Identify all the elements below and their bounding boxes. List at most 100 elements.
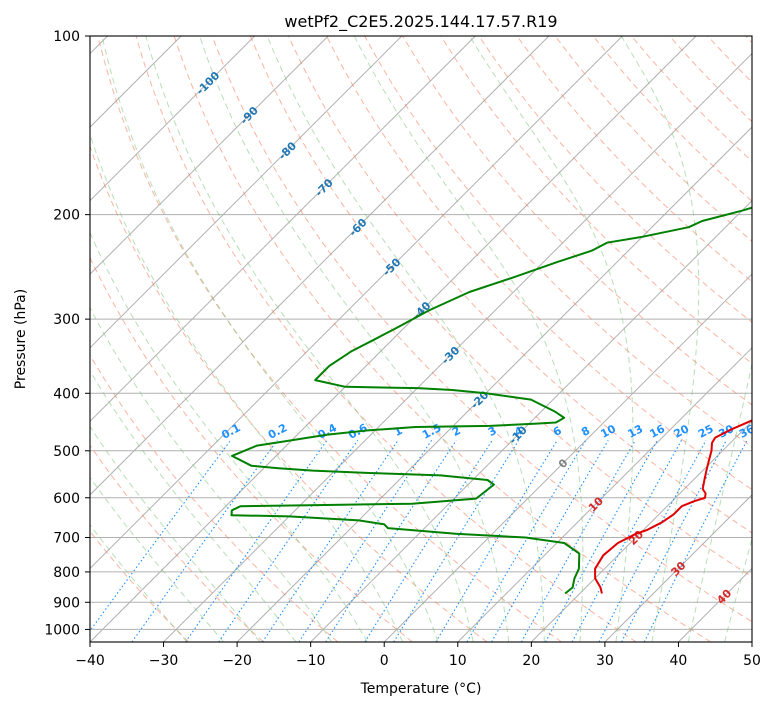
mixing-ratio-line: [435, 440, 558, 642]
mixing-ratio-label: 0.2: [266, 421, 289, 442]
moist-adiabat: [266, 36, 545, 642]
mixing-ratio-line: [466, 440, 587, 642]
dry-adiabat: [554, 36, 752, 242]
mixing-ratio-line: [491, 440, 609, 642]
y-tick-label: 600: [53, 491, 80, 507]
plot-frame: [89, 35, 753, 643]
isotherm-line: [90, 36, 623, 570]
moist-adiabat: [620, 36, 700, 642]
chart-title: wetPf2_C2E5.2025.144.17.57.R19: [284, 12, 557, 32]
mixing-ratio-label: 13: [626, 422, 646, 441]
dry-adiabat: [630, 36, 752, 162]
moist-adiabat: [90, 524, 188, 642]
mixing-ratio-label: 16: [647, 422, 667, 441]
mixing-ratio-line: [643, 440, 748, 642]
mixing-ratio-line: [218, 439, 359, 642]
isotherm-line: [90, 36, 329, 275]
dry-adiabat: [97, 36, 562, 642]
dry-adiabat: [516, 36, 752, 283]
x-tick-label: 20: [522, 653, 540, 669]
moist-adiabat: [90, 425, 261, 642]
moist-adiabat: [90, 476, 225, 642]
mixing-ratio-line: [298, 439, 433, 642]
y-tick-label: 900: [53, 595, 80, 611]
dry-adiabat: [326, 36, 752, 491]
sounding-profiles: [230, 206, 752, 595]
dry-adiabat: [90, 145, 488, 642]
mixing-ratio-line: [598, 440, 707, 642]
isotherm-line: [163, 52, 752, 642]
dry-adiabat: [90, 354, 339, 642]
isotherm-line: [236, 126, 752, 642]
moist-adiabat: [724, 537, 752, 642]
isotherm-line: [457, 347, 752, 642]
dry-adiabat: [90, 256, 413, 642]
mixing-ratio-line: [571, 440, 682, 642]
mixing-ratio-line: [393, 440, 520, 642]
isotherm-line: [530, 420, 752, 642]
y-tick-label: 400: [53, 386, 80, 402]
dry-adiabat: [592, 36, 752, 202]
dry-adiabat: [707, 36, 752, 83]
x-tick-label: 40: [670, 653, 688, 669]
mixing-ratio-line: [545, 440, 658, 642]
mixing-ratio-line: [90, 439, 232, 632]
moist-adiabat: [101, 36, 439, 642]
dry-adiabat: [745, 36, 752, 44]
moist-adiabat: [469, 36, 634, 642]
mixing-ratio-label: 10: [598, 422, 618, 441]
isotherm-line: [90, 36, 256, 202]
x-axis-label: Temperature (°C): [360, 681, 482, 697]
y-tick-label: 200: [53, 208, 80, 224]
isotherm-line: [90, 36, 476, 423]
y-tick-label: 700: [53, 531, 80, 547]
mixing-ratio-label: 0.1: [219, 421, 242, 442]
y-axis-label: Pressure (hPa): [13, 289, 29, 389]
isotherm-line: [678, 567, 752, 642]
dry-adiabat: [90, 444, 264, 642]
x-tick-label: 30: [596, 653, 614, 669]
moist-adiabat: [90, 306, 333, 642]
x-tick-label: −30: [149, 653, 179, 669]
mixing-ratio-label: 25: [696, 422, 716, 441]
moist-adiabat: [90, 231, 368, 642]
isotherm-line: [90, 36, 550, 496]
y-tick-label: 500: [53, 444, 80, 460]
y-tick-label: 300: [53, 312, 80, 328]
isotherm-label: -100: [194, 69, 223, 98]
dry-adiabat: [211, 36, 752, 623]
dry-adiabat: [669, 36, 752, 123]
y-tick-label: 100: [53, 29, 80, 45]
moist-adiabat: [687, 361, 752, 642]
x-tick-label: 50: [743, 653, 761, 669]
dry-adiabat: [249, 36, 752, 578]
isotherm-line: [90, 36, 403, 349]
y-tick-label: 800: [53, 565, 80, 581]
mixing-ratio-label: 36: [737, 422, 757, 441]
mixing-ratio-line: [521, 440, 636, 642]
moist-adiabat: [90, 132, 404, 642]
moist-adiabat: [90, 370, 297, 642]
x-tick-label: −40: [75, 653, 105, 669]
isotherm-line: [604, 494, 752, 642]
moist-adiabat: [353, 36, 584, 642]
mixing-ratio-line: [185, 439, 328, 642]
dry-adiabat: [173, 36, 712, 642]
x-tick-label: −20: [222, 653, 252, 669]
isotherm-line: [90, 36, 697, 642]
dry-adiabat: [478, 36, 752, 323]
mixing-ratio-line: [262, 439, 399, 642]
x-tick-label: 0: [380, 653, 389, 669]
x-tick-label: −10: [296, 653, 326, 669]
y-tick-label: 1000: [44, 622, 80, 638]
moist-adiabat: [199, 36, 510, 642]
mixing-ratio-line: [364, 440, 493, 642]
mixing-ratio-label: 0.4: [316, 421, 340, 442]
dry-adiabat: [287, 36, 752, 534]
x-tick-label: 10: [449, 653, 467, 669]
isotherm-line: [751, 641, 752, 642]
mixing-ratio-line: [325, 439, 457, 642]
isotherm-line: [383, 273, 752, 642]
